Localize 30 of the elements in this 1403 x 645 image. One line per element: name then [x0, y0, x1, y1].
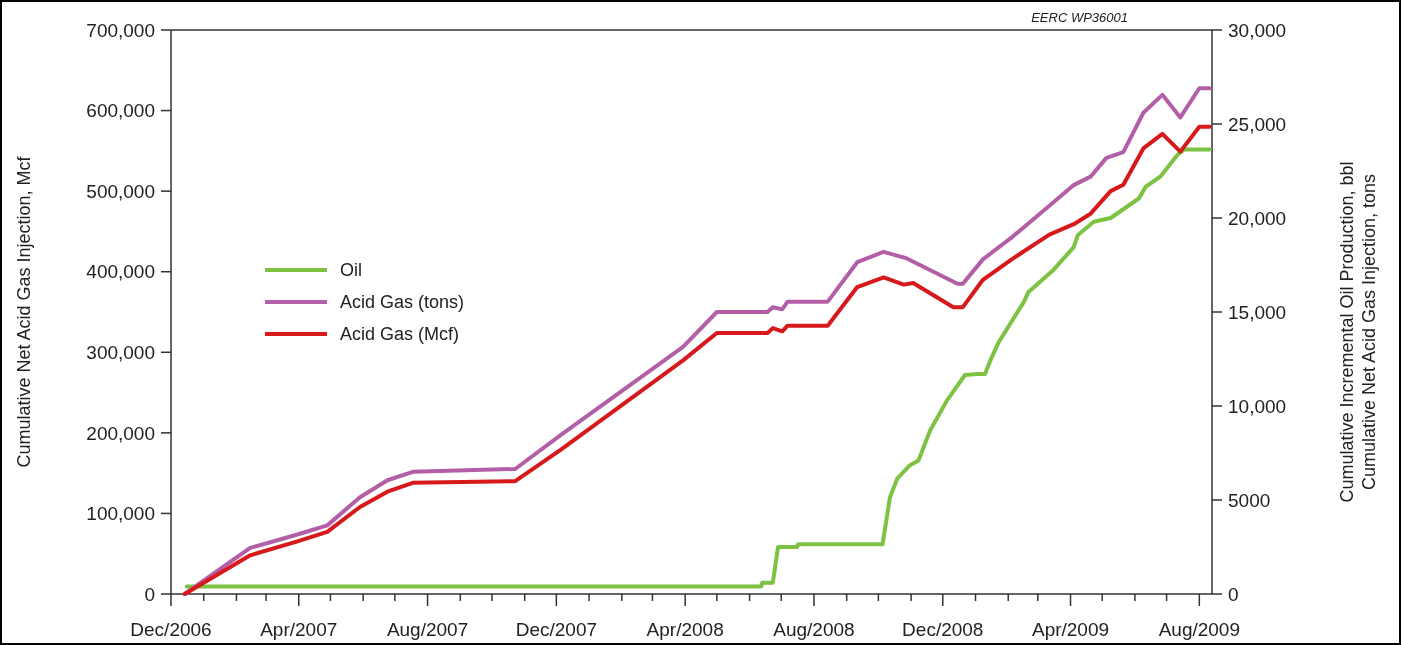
y-tick-label: 700,000	[86, 19, 155, 41]
x-tick-label: Dec/2007	[515, 619, 598, 640]
y2-tick-label: 0	[1228, 583, 1239, 605]
y2-tick-label: 5000	[1228, 489, 1271, 511]
y-tick-label: 0	[144, 583, 155, 605]
y-tick-label: 400,000	[86, 261, 155, 283]
legend-label: Acid Gas (tons)	[340, 292, 465, 313]
legend-label: Oil	[340, 260, 362, 281]
y2-axis-title: Cumulative Incremental Oil Production, bbl Cumulative Net Acid Gas Injection, tons	[1337, 161, 1379, 503]
y-tick-label: 600,000	[86, 100, 155, 122]
y2-tick-label: 20,000	[1228, 207, 1287, 229]
y-tick-label: 100,000	[86, 503, 155, 525]
text: EERC WP36001	[1031, 10, 1128, 25]
y-tick-label: 200,000	[86, 422, 155, 444]
y-tick-label: 300,000	[86, 341, 155, 363]
x-tick-label: Dec/2006	[130, 619, 212, 640]
y2-tick-label: 15,000	[1228, 301, 1287, 323]
x-tick-label: Apr/2009	[1031, 619, 1110, 640]
legend-label: Acid Gas (Mcf)	[340, 324, 460, 345]
x-tick-label: Apr/2007	[260, 619, 338, 640]
x-tick-label: Aug/2009	[1158, 619, 1241, 640]
x-tick-label: Apr/2008	[646, 619, 724, 640]
y-axis-title: Cumulative Net Acid Gas Injection, Mcf	[14, 155, 34, 468]
x-tick-label: Dec/2008	[902, 619, 984, 640]
y2-tick-label: 30,000	[1228, 19, 1287, 41]
x-tick-label: Aug/2007	[386, 619, 469, 640]
x-tick-label: Aug/2008	[773, 619, 855, 640]
y-tick-label: 500,000	[86, 180, 155, 202]
y2-tick-label: 25,000	[1228, 113, 1287, 135]
y2-tick-label: 10,000	[1228, 395, 1287, 417]
